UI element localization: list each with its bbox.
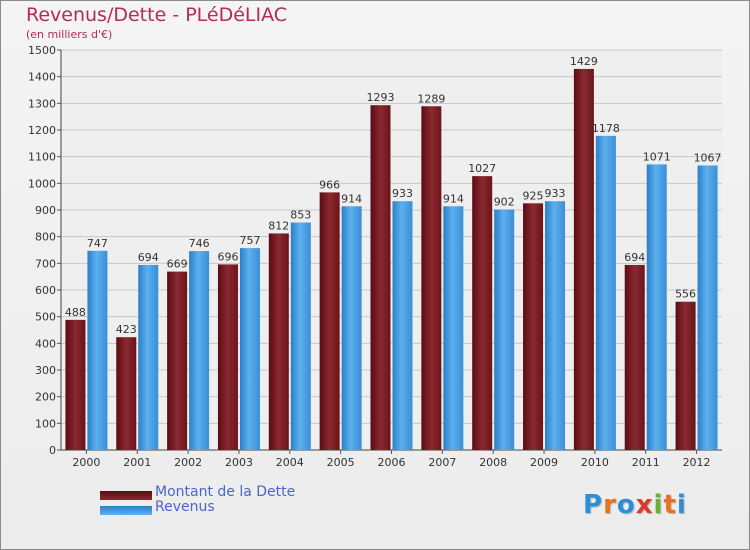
bar-revenus	[494, 209, 515, 450]
y-tick-label: 0	[49, 444, 56, 457]
data-label-revenus: 914	[341, 192, 362, 205]
bar-revenus	[87, 250, 108, 450]
x-tick-label: 2006	[378, 456, 406, 469]
x-tick-label: 2003	[225, 456, 253, 469]
data-label-revenus: 853	[290, 209, 311, 222]
data-label-revenus: 902	[494, 195, 515, 208]
data-label-revenus: 747	[87, 237, 108, 250]
y-tick-label: 600	[35, 284, 56, 297]
data-label-revenus: 933	[545, 187, 566, 200]
logo-letter: o	[616, 490, 636, 520]
y-tick-label: 1300	[28, 97, 56, 110]
y-tick-label: 1000	[28, 177, 56, 190]
data-label-revenus: 694	[138, 251, 159, 264]
bar-dette	[573, 68, 594, 450]
chart-title: Revenus/Dette - PLéDéLIAC	[26, 4, 288, 26]
x-tick-label: 2007	[428, 456, 456, 469]
bar-dette	[523, 203, 544, 450]
data-label-revenus: 746	[189, 237, 210, 250]
bar-revenus	[595, 135, 616, 450]
bar-revenus	[341, 206, 362, 450]
x-tick-label: 2004	[276, 456, 304, 469]
x-tick-label: 2011	[632, 456, 660, 469]
proxiti-logo: Proxiti	[583, 490, 687, 520]
logo-letter: i	[676, 490, 687, 520]
data-label-revenus: 1067	[694, 151, 722, 164]
data-label-dette: 556	[675, 288, 696, 301]
legend-swatch-revenus	[100, 506, 152, 515]
bar-dette	[370, 105, 391, 450]
y-tick-label: 700	[35, 257, 56, 270]
logo-letter: x	[635, 490, 654, 520]
data-label-dette: 694	[624, 251, 645, 264]
bar-revenus	[239, 248, 260, 450]
logo-letter: P	[583, 490, 604, 520]
data-label-dette: 669	[167, 258, 188, 271]
x-tick-label: 2010	[581, 456, 609, 469]
data-label-revenus: 914	[443, 192, 464, 205]
y-tick-label: 1100	[28, 151, 56, 164]
x-tick-label: 2000	[72, 456, 100, 469]
data-label-dette: 925	[523, 189, 544, 202]
bar-dette	[675, 301, 696, 450]
data-label-dette: 1289	[417, 92, 445, 105]
data-label-dette: 1027	[468, 162, 496, 175]
data-label-dette: 1429	[570, 55, 598, 68]
logo-letter: i	[653, 490, 664, 520]
bar-revenus	[290, 222, 311, 450]
y-tick-label: 1200	[28, 124, 56, 137]
plot-background	[61, 50, 722, 450]
bar-revenus	[545, 201, 566, 450]
logo-letter: t	[663, 490, 677, 520]
x-tick-label: 2009	[530, 456, 558, 469]
legend-label-revenus: Revenus	[155, 499, 215, 515]
bar-revenus	[646, 164, 667, 450]
y-tick-label: 100	[35, 417, 56, 430]
data-label-dette: 966	[319, 178, 340, 191]
y-tick-label: 1500	[28, 44, 56, 57]
bar-dette	[116, 337, 137, 450]
y-tick-label: 900	[35, 204, 56, 217]
data-label-revenus: 933	[392, 187, 413, 200]
data-label-revenus: 1071	[643, 150, 671, 163]
x-tick-label: 2008	[479, 456, 507, 469]
bar-revenus	[392, 201, 413, 450]
x-tick-label: 2001	[123, 456, 151, 469]
y-tick-label: 800	[35, 231, 56, 244]
bar-dette	[217, 264, 238, 450]
y-tick-label: 400	[35, 337, 56, 350]
x-tick-label: 2005	[327, 456, 355, 469]
data-label-dette: 812	[268, 219, 289, 232]
data-label-dette: 1293	[367, 91, 395, 104]
bar-dette	[319, 192, 340, 450]
bar-revenus	[697, 165, 718, 450]
data-label-dette: 423	[116, 323, 137, 336]
legend-label-dette: Montant de la Dette	[155, 484, 296, 500]
chart-subtitle: (en milliers d'€)	[26, 28, 113, 41]
y-tick-label: 300	[35, 364, 56, 377]
bar-dette	[624, 264, 645, 450]
bar-dette	[268, 233, 289, 450]
x-tick-label: 2002	[174, 456, 202, 469]
logo-letter: r	[603, 490, 617, 520]
data-label-dette: 488	[65, 306, 86, 319]
data-label-dette: 696	[217, 250, 238, 263]
bar-dette	[421, 106, 442, 451]
bar-revenus	[189, 251, 210, 450]
y-tick-label: 200	[35, 391, 56, 404]
legend-swatch-dette	[100, 491, 152, 500]
data-label-revenus: 1178	[592, 122, 620, 135]
y-tick-label: 500	[35, 311, 56, 324]
x-tick-label: 2012	[683, 456, 711, 469]
bar-dette	[65, 319, 86, 450]
bar-dette	[167, 271, 188, 450]
data-label-revenus: 757	[239, 234, 260, 247]
y-tick-label: 1400	[28, 71, 56, 84]
bar-revenus	[443, 206, 464, 450]
bar-dette	[472, 176, 493, 450]
bar-revenus	[138, 264, 159, 450]
